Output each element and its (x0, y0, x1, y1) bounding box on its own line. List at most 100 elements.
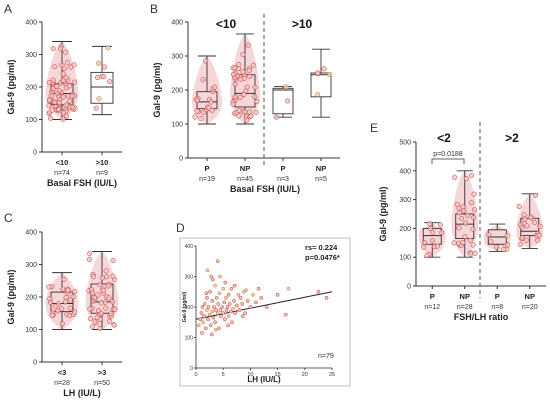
data-point (54, 83, 60, 89)
panel-a-chart: 0 100 200 300 400 Gal-9 (pg/ml) <10 n=74 >10 n=9B… (6, 20, 122, 188)
box-iqr (90, 71, 114, 104)
data-point (107, 78, 113, 85)
data-point (501, 246, 507, 253)
scatter-point (316, 289, 321, 294)
data-point (66, 83, 73, 89)
data-point (72, 309, 78, 315)
y-tick-label: 400 (25, 230, 37, 237)
y-tick-label: 400 (185, 244, 194, 250)
y-axis-title: Gal-9 (pg/ml) (182, 291, 188, 322)
scatter-point (216, 302, 221, 306)
scatter-point (243, 311, 247, 315)
y-axis-title: Gal-9 (pg/ml) (6, 59, 16, 114)
data-point (60, 116, 66, 122)
data-point (461, 208, 467, 214)
scatter-point (225, 305, 230, 309)
data-point (467, 237, 473, 243)
data-point (472, 250, 478, 256)
data-point (244, 84, 250, 90)
x-tick-label: 10 (247, 372, 253, 378)
y-tick-label: 300 (25, 52, 37, 59)
data-point (69, 104, 76, 110)
scatter-point (201, 320, 205, 325)
group-label-high: >10 (292, 17, 313, 31)
data-point (252, 94, 258, 100)
data-point (86, 256, 93, 263)
x-tick-label: 5 (222, 372, 225, 378)
data-point (519, 235, 525, 241)
data-point (242, 109, 248, 115)
scatter-point (231, 306, 235, 311)
scatter-point (205, 308, 209, 312)
data-point (57, 46, 63, 52)
y-tick-label: 0 (190, 366, 193, 372)
data-point (315, 91, 321, 97)
data-point (285, 98, 291, 104)
scatter-point (211, 277, 215, 282)
data-point (107, 318, 113, 324)
scatter-point (199, 311, 204, 315)
data-point (54, 90, 60, 96)
data-point (47, 79, 53, 85)
data-point (517, 221, 523, 228)
sample-size-label: n=20 (522, 304, 538, 311)
data-point (98, 311, 104, 317)
y-tick-label: 200 (399, 226, 411, 233)
data-point (524, 223, 530, 229)
p-value: p=0.0476* (305, 253, 340, 262)
data-point (95, 60, 102, 66)
data-point (236, 113, 242, 119)
data-point (103, 305, 109, 311)
data-point (232, 81, 238, 87)
panel-letter-a: A (4, 2, 12, 16)
scatter-point (213, 320, 217, 325)
x-category-label: <3 (58, 368, 67, 377)
data-point (462, 234, 468, 240)
sample-size-label: n=45 (237, 176, 253, 183)
data-point (422, 240, 428, 246)
panel-letter-d: D (176, 221, 185, 235)
sample-size-label: n=12 (424, 304, 440, 311)
regression-line (195, 291, 333, 320)
data-point (89, 324, 95, 330)
panel-d-frame (179, 237, 351, 387)
scatter-point (213, 328, 218, 332)
scatter-point (228, 309, 233, 314)
data-point (62, 299, 69, 305)
data-point (505, 242, 511, 248)
data-point (96, 307, 102, 314)
data-point (192, 114, 198, 120)
scatter-point (213, 283, 217, 288)
data-point (250, 62, 256, 68)
data-point (111, 322, 117, 328)
data-point (468, 251, 474, 257)
data-point (103, 268, 109, 274)
data-point (463, 220, 469, 226)
scatter-point (238, 296, 243, 300)
data-point (49, 312, 55, 318)
data-point (59, 306, 65, 312)
x-category-label: P (280, 164, 285, 173)
data-point (247, 109, 253, 115)
scatter-point (206, 317, 210, 322)
data-point (59, 321, 65, 327)
x-category-label: >10 (96, 158, 109, 167)
y-tick-label: 100 (185, 336, 194, 342)
scatter-point (214, 296, 219, 300)
data-point (230, 71, 236, 77)
data-point (101, 64, 107, 70)
data-point (456, 225, 462, 231)
x-axis-title: LH (IU/L) (247, 375, 281, 384)
data-point (244, 117, 250, 123)
panel-d-chart: 0 100 200 300 400 0 5 10 15 20 25 Gal-9 (pg/ml) LH (… (179, 237, 351, 387)
data-point (522, 216, 528, 222)
data-point (315, 70, 321, 76)
x-category-label: >3 (98, 368, 107, 377)
y-tick-label: 0 (179, 156, 183, 163)
scatter-point (212, 305, 216, 309)
y-tick-label: 500 (399, 140, 411, 147)
data-point (110, 299, 116, 305)
data-point (112, 306, 118, 312)
y-tick-label: 200 (185, 305, 194, 311)
data-point (517, 241, 523, 248)
